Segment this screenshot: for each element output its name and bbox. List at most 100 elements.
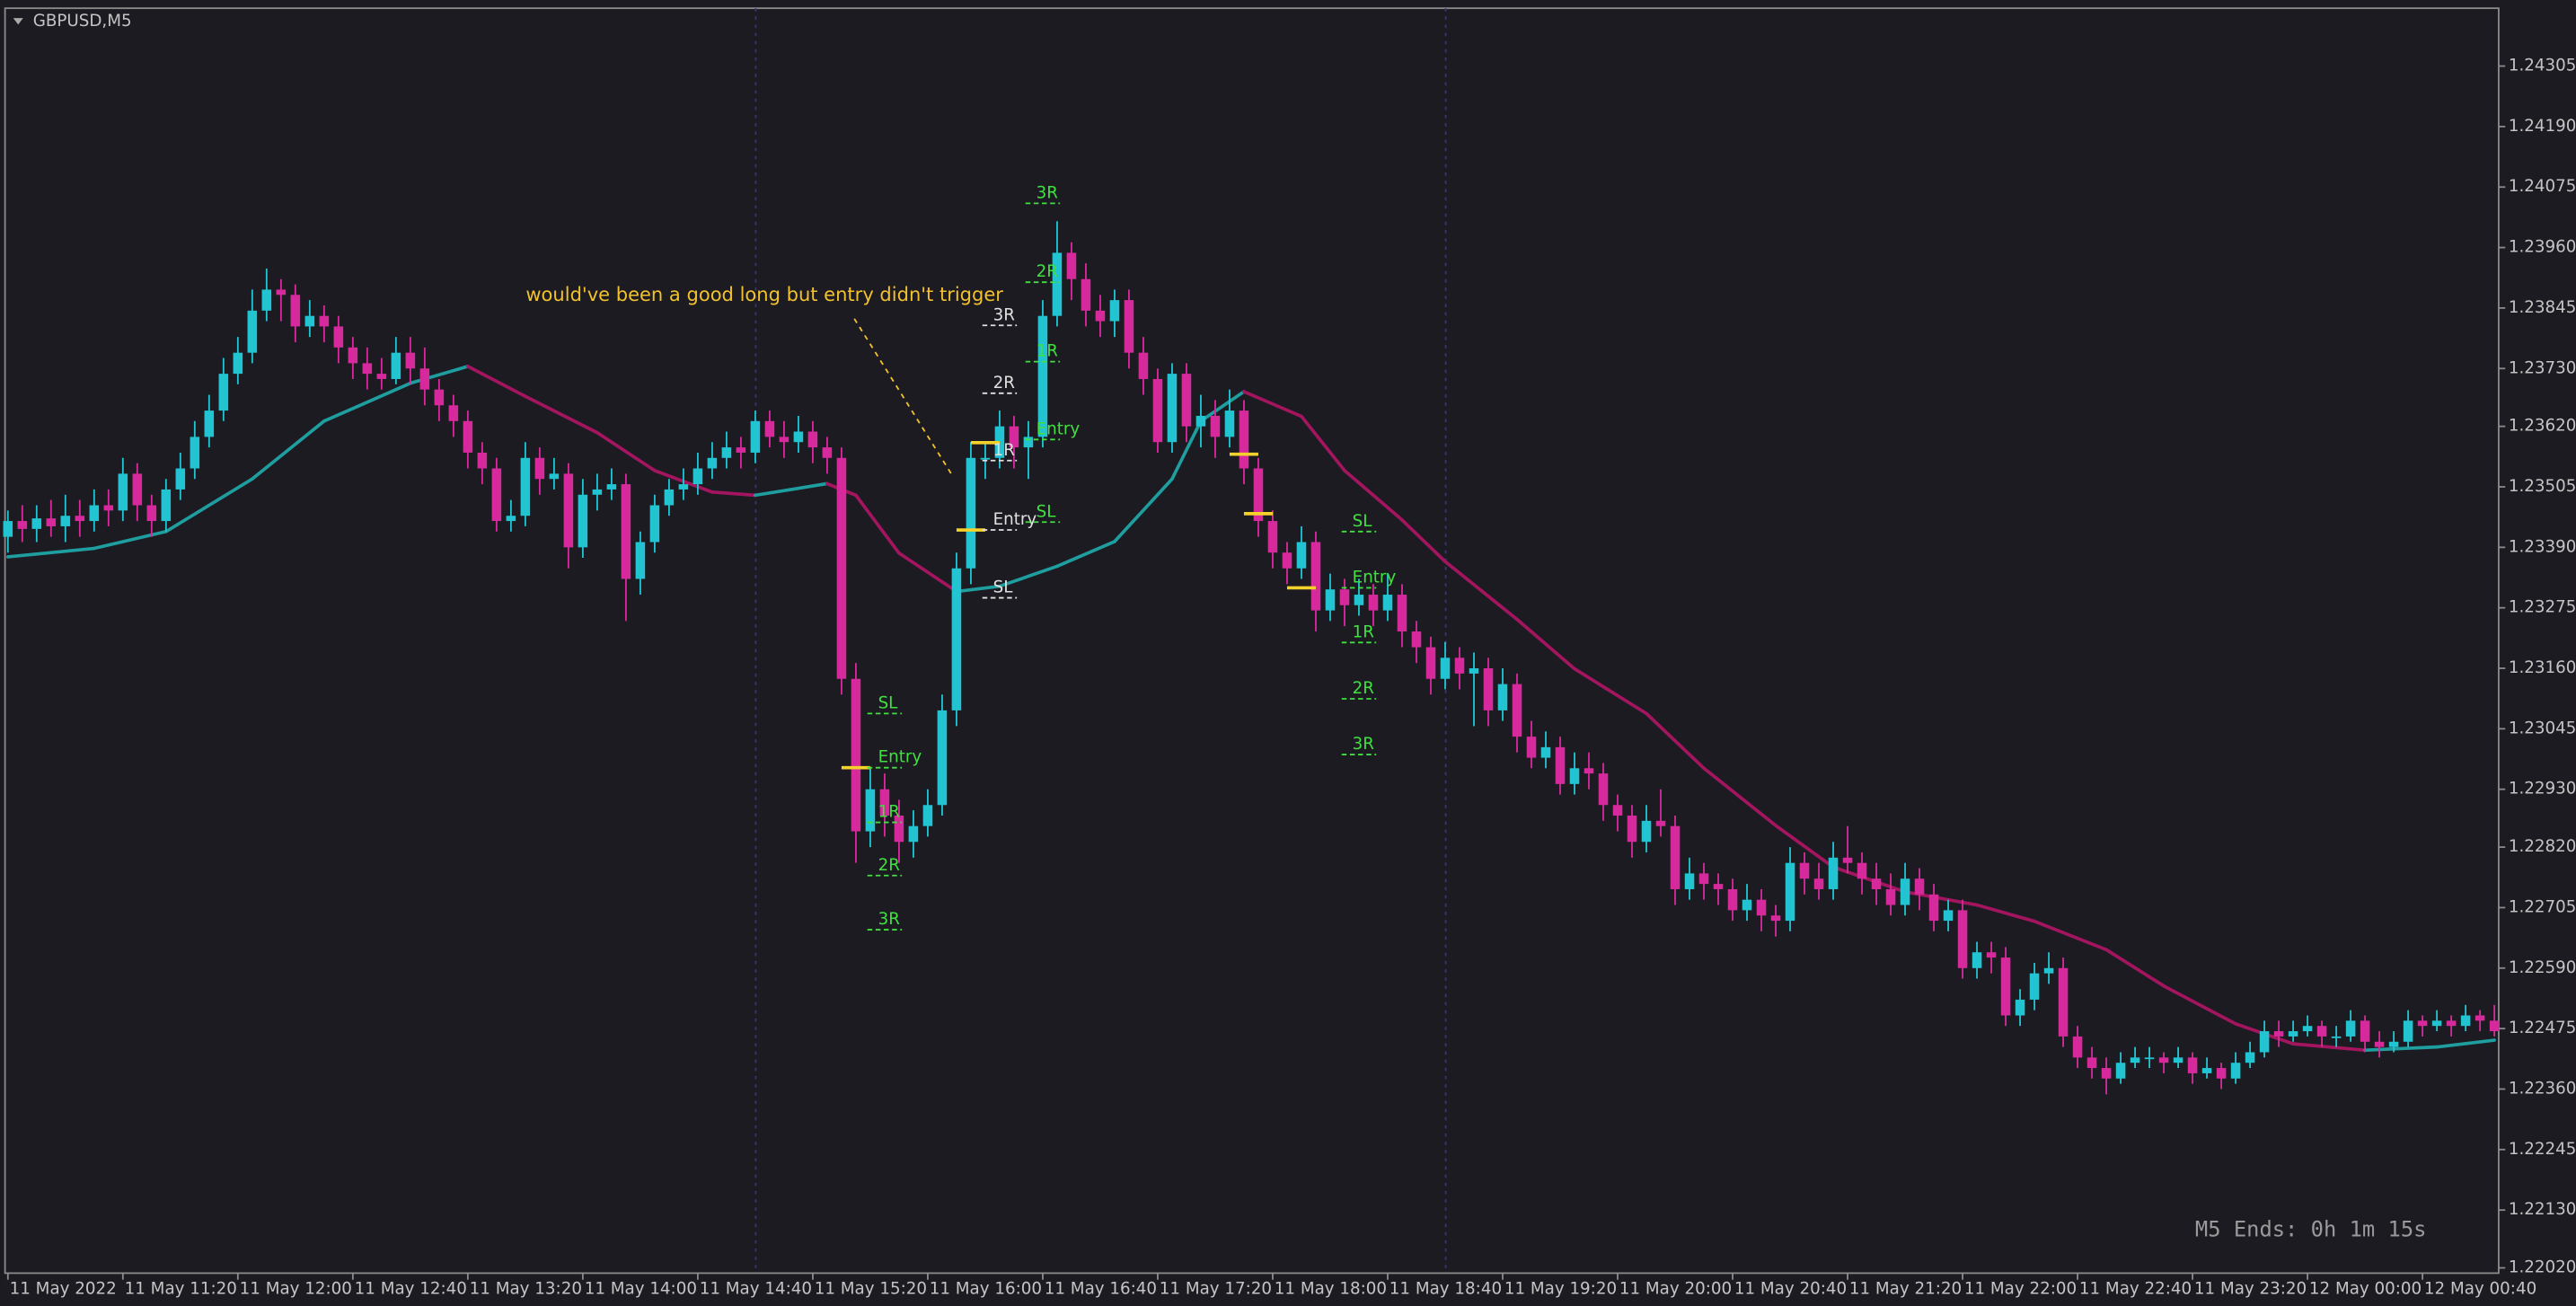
candle-body — [304, 315, 315, 327]
moving-average — [1242, 390, 1303, 419]
candle-body — [736, 447, 746, 453]
x-tick-label: 11 May 12:40 — [355, 1280, 467, 1299]
x-tick-label: 11 May 12:00 — [240, 1280, 352, 1299]
candle-body — [1310, 542, 1321, 611]
x-tick-label: 11 May 14:00 — [585, 1280, 697, 1299]
moving-average — [1170, 419, 1203, 481]
candle-body — [1742, 899, 1752, 911]
moving-average — [2033, 919, 2108, 952]
candle-body — [1943, 910, 1954, 922]
y-tick-label: 1.24075 — [2509, 177, 2576, 196]
candle-body — [693, 468, 703, 485]
candle-body — [1095, 310, 1106, 322]
candle-body — [764, 420, 775, 437]
candle-body — [1210, 415, 1221, 437]
level-label: 3R — [878, 910, 901, 929]
moving-average — [595, 430, 657, 472]
candle-body — [2216, 1068, 2227, 1079]
candle-body — [2086, 1057, 2097, 1069]
candle-body — [1124, 300, 1134, 353]
x-tick-label: 11 May 20:00 — [1619, 1280, 1732, 1299]
candle-body — [1785, 862, 1795, 922]
candle-body — [2230, 1063, 2241, 1079]
x-tick-label: 11 May 13:20 — [470, 1280, 582, 1299]
moving-average — [1343, 469, 1404, 522]
level-label: 3R — [1353, 735, 1375, 754]
candle-body — [822, 447, 833, 458]
candle-body — [463, 420, 473, 453]
candle-body — [2489, 1020, 2500, 1032]
candle-body — [1799, 862, 1810, 879]
level-label: Entry — [1353, 568, 1397, 587]
level-label: SL — [878, 693, 899, 712]
candle-body — [1195, 415, 1206, 427]
moving-average — [322, 381, 412, 423]
candle-body — [1368, 595, 1379, 611]
level-label: 3R — [1037, 183, 1059, 202]
y-tick-label: 1.24190 — [2509, 117, 2576, 136]
candle-body — [1813, 878, 1824, 889]
candle-body — [175, 468, 186, 490]
candle-body — [1497, 684, 1508, 710]
candle-body — [2417, 1020, 2428, 1027]
candle-body — [204, 410, 215, 437]
candle-body — [1986, 952, 1997, 958]
level-label: SL — [1037, 502, 1057, 521]
candle-body — [1440, 657, 1451, 679]
candle-body — [276, 289, 287, 296]
x-tick-label: 11 May 20:40 — [1734, 1280, 1847, 1299]
y-tick-label: 1.22475 — [2509, 1019, 2576, 1037]
candle-body — [2144, 1057, 2155, 1060]
note: would've been a good long but entry didn… — [525, 283, 1003, 305]
level-label: Entry — [993, 510, 1037, 529]
candle-body — [1584, 768, 1594, 774]
candle-body — [2388, 1041, 2399, 1047]
candle-body — [1081, 278, 1091, 311]
x-tick-label: 11 May 22:00 — [1964, 1280, 2077, 1299]
candle-body — [434, 389, 445, 406]
symbol-menu-arrow[interactable] — [13, 18, 23, 25]
y-tick-label: 1.23160 — [2509, 658, 2576, 677]
candle-body — [247, 310, 258, 353]
candle-body — [1972, 952, 1982, 968]
candle-body — [233, 352, 243, 375]
candle-body — [477, 452, 488, 469]
candle-body — [1627, 815, 1637, 843]
y-tick-label: 1.24305 — [2509, 57, 2576, 75]
candle-body — [319, 315, 330, 327]
candle-body — [290, 295, 301, 327]
candle-body — [937, 710, 948, 806]
candle-body — [520, 457, 531, 516]
candle-body — [836, 457, 847, 679]
candle-body — [1469, 668, 1479, 674]
candle-body — [578, 494, 588, 548]
candle-body — [405, 352, 416, 369]
candle-body — [1900, 878, 1910, 905]
candle-body — [2158, 1057, 2169, 1063]
candle-body — [2460, 1015, 2471, 1027]
x-tick-label: 11 May 17:20 — [1160, 1280, 1272, 1299]
y-tick-label: 1.23620 — [2509, 417, 2576, 436]
candle-body — [17, 521, 28, 529]
candle-body — [2273, 1031, 2284, 1037]
x-tick-label: 11 May 14:40 — [700, 1280, 812, 1299]
moving-average — [2291, 1042, 2367, 1052]
y-tick-label: 1.23275 — [2509, 598, 2576, 617]
candle-body — [894, 815, 904, 843]
x-tick-label: 11 May 11:20 — [125, 1280, 237, 1299]
candle-body — [2015, 999, 2025, 1016]
candle-body — [333, 326, 344, 348]
candle-body — [2403, 1020, 2413, 1042]
y-tick-label: 1.23960 — [2509, 238, 2576, 257]
candle-body — [2360, 1020, 2370, 1042]
candle-body — [1842, 857, 1853, 863]
candle-body — [419, 368, 430, 390]
candle-body — [491, 468, 502, 522]
candle-body — [2374, 1041, 2385, 1047]
y-tick-label: 1.23505 — [2509, 477, 2576, 496]
candle-body — [793, 431, 804, 443]
candle-body — [606, 484, 617, 490]
candle-body — [2173, 1057, 2183, 1063]
